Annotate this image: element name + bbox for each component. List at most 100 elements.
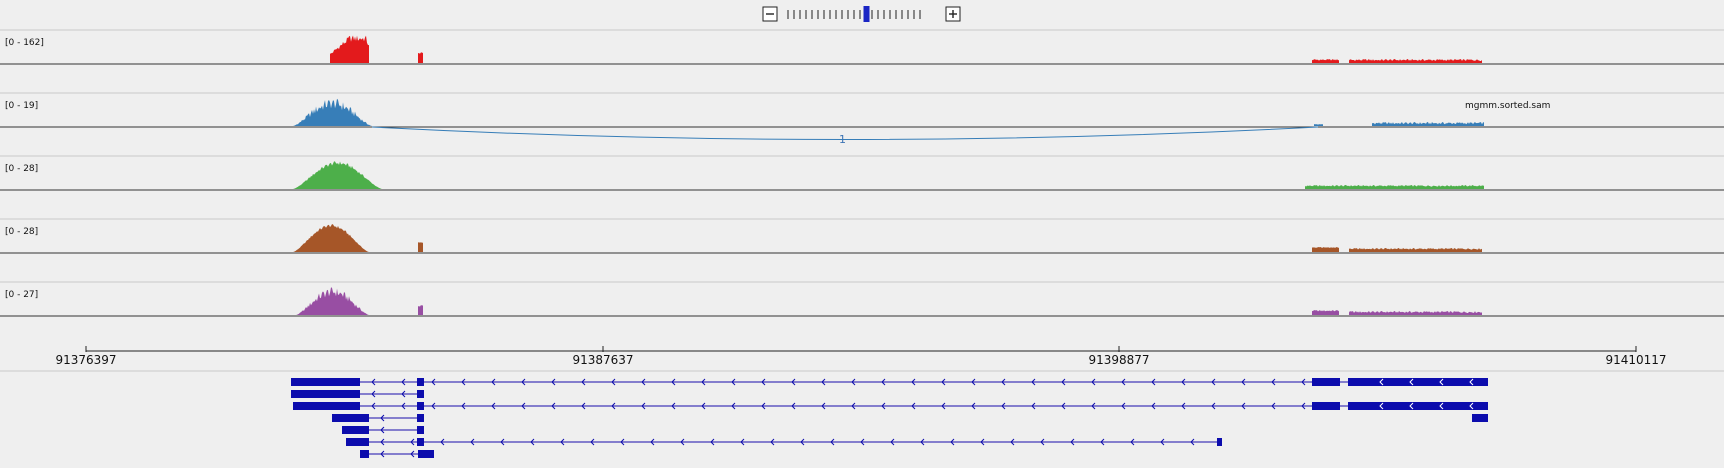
exon-block [417, 402, 424, 410]
strand-arrow-icon [941, 402, 946, 410]
coverage-peak [1314, 124, 1323, 126]
exon-block [1348, 402, 1488, 410]
exon-block [360, 450, 369, 458]
strand-arrow-icon [890, 438, 895, 446]
ruler-tick-label: 91387637 [572, 353, 633, 367]
strand-arrow-icon [731, 402, 736, 410]
gene-annotation-track[interactable] [291, 378, 1488, 458]
strand-arrow-icon [1010, 438, 1015, 446]
coverage-track[interactable]: [0 - 162] [0, 35, 1724, 65]
coverage-peak [418, 52, 423, 63]
strand-arrow-icon [1061, 378, 1066, 386]
strand-arrow-icon [551, 402, 556, 410]
strand-arrow-icon [380, 438, 385, 446]
strand-arrow-icon [1031, 378, 1036, 386]
strand-arrow-icon [590, 438, 595, 446]
strand-arrow-icon [1001, 378, 1006, 386]
strand-arrow-icon [551, 378, 556, 386]
strand-arrow-icon [671, 378, 676, 386]
coverage-track[interactable]: [0 - 28] [0, 224, 1724, 254]
exon-block [418, 450, 434, 458]
strand-arrow-icon [1070, 438, 1075, 446]
exon-block [417, 438, 424, 446]
splice-junction-arc[interactable] [371, 126, 1319, 140]
exon-block [1217, 438, 1222, 446]
strand-arrow-icon [911, 402, 916, 410]
strand-arrow-icon [431, 378, 436, 386]
transcript-model[interactable] [332, 414, 424, 422]
coverage-track[interactable]: [0 - 28] [0, 161, 1724, 191]
strand-arrow-icon [851, 402, 856, 410]
coverage-peak [418, 305, 423, 315]
strand-arrow-icon [1130, 438, 1135, 446]
strand-arrow-icon [920, 438, 925, 446]
zoom-in-button[interactable] [945, 6, 961, 22]
strand-arrow-icon [1151, 378, 1156, 386]
strand-arrow-icon [1439, 402, 1444, 410]
coverage-peak [1349, 248, 1482, 252]
strand-arrow-icon [491, 402, 496, 410]
strand-arrow-icon [620, 438, 625, 446]
coverage-track[interactable]: [0 - 27] [0, 287, 1724, 317]
strand-arrow-icon [371, 390, 376, 398]
zoom-level-current[interactable] [863, 6, 870, 22]
strand-arrow-icon [1379, 402, 1384, 410]
strand-arrow-icon [611, 402, 616, 410]
strand-arrow-icon [1151, 402, 1156, 410]
coverage-track[interactable]: [0 - 19] mgmm.sorted.sam 1 [0, 98, 1724, 146]
strand-arrow-icon [1301, 402, 1306, 410]
strand-arrow-icon [1271, 378, 1276, 386]
strand-arrow-icon [1040, 438, 1045, 446]
transcript-model[interactable] [342, 426, 424, 434]
coverage-peak [1312, 310, 1339, 315]
strand-arrow-icon [971, 402, 976, 410]
strand-arrow-icon [1181, 378, 1186, 386]
exon-block [346, 438, 369, 446]
coverage-peak [296, 287, 369, 315]
transcript-model[interactable] [360, 450, 434, 458]
genomic-ruler: 91376397 91387637 91398877 91410117 [55, 346, 1667, 367]
strand-arrow-icon [821, 402, 826, 410]
strand-arrow-icon [560, 438, 565, 446]
strand-arrow-icon [1241, 402, 1246, 410]
strand-arrow-icon [740, 438, 745, 446]
coverage-peaks [293, 98, 1484, 126]
strand-arrow-icon [641, 402, 646, 410]
strand-arrow-icon [1001, 402, 1006, 410]
exon-block [291, 378, 360, 386]
coverage-peak [418, 242, 423, 252]
exon-block [1312, 378, 1340, 386]
coverage-peak [293, 224, 369, 252]
zoom-out-button[interactable] [762, 6, 778, 22]
transcript-model[interactable] [291, 390, 424, 398]
coverage-peak [1305, 185, 1484, 189]
strand-arrow-icon [701, 378, 706, 386]
transcript-model[interactable] [291, 378, 1488, 386]
exon-block [417, 426, 424, 434]
transcript-model[interactable] [346, 438, 1222, 446]
strand-arrow-icon [1301, 378, 1306, 386]
strand-arrow-icon [701, 402, 706, 410]
strand-arrow-icon [1211, 402, 1216, 410]
exon-block [417, 378, 424, 386]
strand-arrow-icon [761, 378, 766, 386]
strand-arrow-icon [371, 402, 376, 410]
transcript-model[interactable] [293, 402, 1488, 422]
zoom-level-slider[interactable] [787, 6, 921, 22]
exon-block [332, 414, 369, 422]
strand-arrow-icon [521, 378, 526, 386]
coverage-peak [1372, 122, 1484, 126]
coverage-peak [1312, 59, 1339, 63]
strand-arrow-icon [491, 378, 496, 386]
coverage-peaks [330, 35, 1482, 63]
strand-arrow-icon [1409, 402, 1414, 410]
strand-arrow-icon [1409, 378, 1414, 386]
strand-arrow-icon [581, 402, 586, 410]
strand-arrow-icon [1061, 402, 1066, 410]
strand-arrow-icon [470, 438, 475, 446]
strand-arrow-icon [431, 402, 436, 410]
strand-arrow-icon [1439, 378, 1444, 386]
exon-block [1312, 402, 1340, 410]
